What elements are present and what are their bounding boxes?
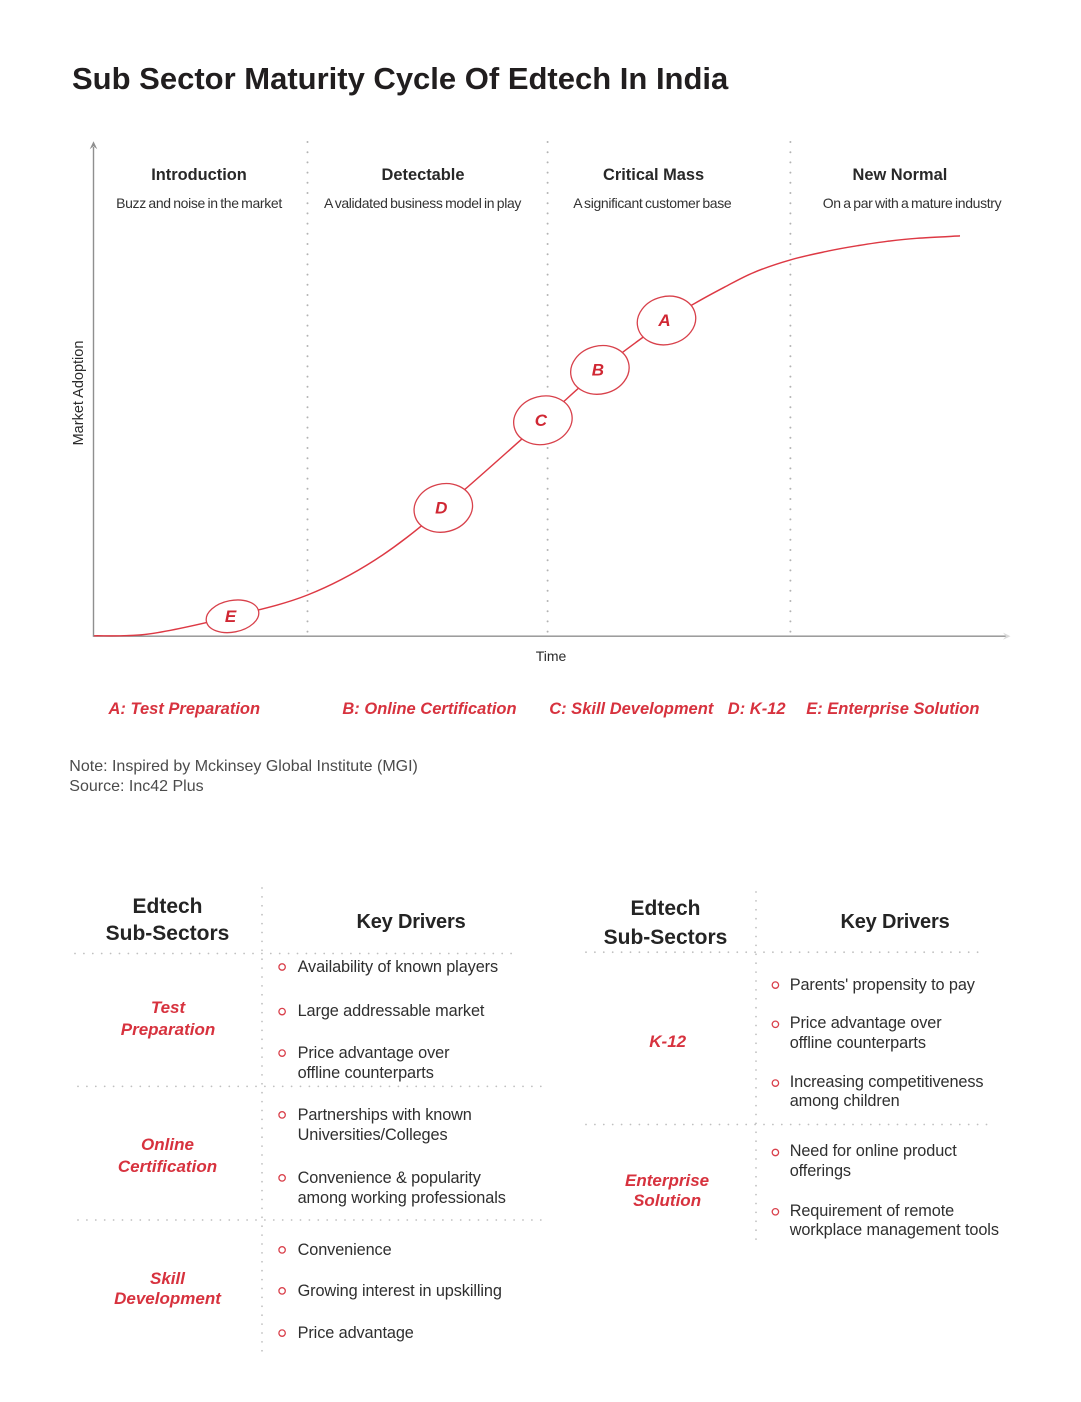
svg-text:D: D: [435, 499, 447, 518]
svg-text:E: E: [225, 607, 237, 626]
svg-text:A: A: [657, 311, 670, 330]
svg-text:B: B: [592, 361, 604, 380]
svg-text:C: C: [535, 411, 548, 430]
